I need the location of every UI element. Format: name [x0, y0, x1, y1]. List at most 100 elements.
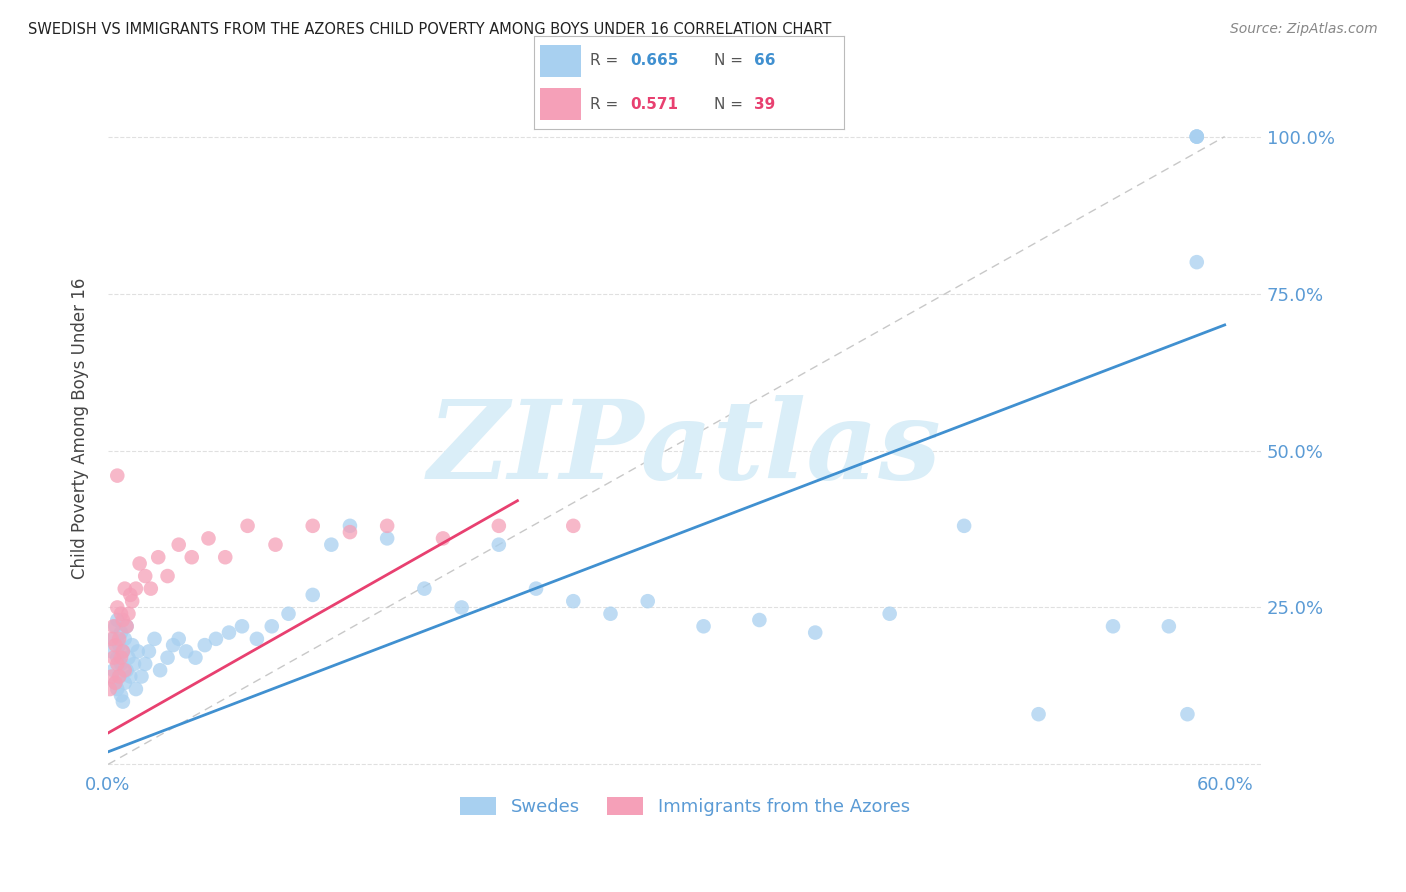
Point — [264, 538, 287, 552]
Text: 66: 66 — [754, 54, 775, 69]
Point — [599, 607, 621, 621]
Point — [413, 582, 436, 596]
Point — [1102, 619, 1125, 633]
Point — [100, 669, 122, 683]
Point — [121, 594, 143, 608]
Text: N =: N = — [714, 54, 748, 69]
Y-axis label: Child Poverty Among Boys Under 16: Child Poverty Among Boys Under 16 — [72, 277, 89, 579]
Point — [110, 625, 132, 640]
Text: 0.571: 0.571 — [630, 96, 678, 112]
Point — [180, 550, 202, 565]
Point — [108, 632, 131, 646]
Point — [339, 519, 361, 533]
Legend: Swedes, Immigrants from the Azores: Swedes, Immigrants from the Azores — [453, 789, 917, 823]
Point — [1028, 707, 1050, 722]
Text: R =: R = — [591, 54, 623, 69]
Point — [110, 657, 132, 671]
Point — [197, 532, 219, 546]
Point — [110, 607, 132, 621]
Point — [105, 650, 128, 665]
Point — [120, 669, 142, 683]
Point — [110, 650, 132, 665]
Point — [174, 644, 197, 658]
Point — [111, 613, 134, 627]
FancyBboxPatch shape — [540, 45, 581, 77]
Point — [1185, 129, 1208, 144]
Point — [105, 468, 128, 483]
Point — [162, 638, 184, 652]
Point — [260, 619, 283, 633]
Point — [134, 569, 156, 583]
Point — [804, 625, 827, 640]
Text: 39: 39 — [754, 96, 775, 112]
Point — [692, 619, 714, 633]
Point — [301, 588, 323, 602]
Point — [105, 682, 128, 697]
Point — [488, 519, 510, 533]
Point — [103, 619, 125, 633]
Point — [301, 519, 323, 533]
Point — [184, 650, 207, 665]
Point — [167, 538, 190, 552]
Point — [375, 519, 398, 533]
Point — [115, 663, 138, 677]
Point — [637, 594, 659, 608]
Point — [103, 663, 125, 677]
Text: SWEDISH VS IMMIGRANTS FROM THE AZORES CHILD POVERTY AMONG BOYS UNDER 16 CORRELAT: SWEDISH VS IMMIGRANTS FROM THE AZORES CH… — [28, 22, 831, 37]
Point — [104, 675, 127, 690]
Point — [167, 632, 190, 646]
Point — [121, 638, 143, 652]
Point — [105, 657, 128, 671]
Point — [122, 657, 145, 671]
Point — [111, 644, 134, 658]
Point — [115, 619, 138, 633]
Point — [117, 650, 139, 665]
Point — [1157, 619, 1180, 633]
Point — [131, 669, 153, 683]
Point — [139, 582, 162, 596]
Point — [953, 519, 976, 533]
Text: R =: R = — [591, 96, 623, 112]
Point — [218, 625, 240, 640]
Point — [143, 632, 166, 646]
Point — [214, 550, 236, 565]
Point — [156, 650, 179, 665]
Point — [108, 669, 131, 683]
Point — [100, 644, 122, 658]
Point — [108, 638, 131, 652]
Point — [128, 557, 150, 571]
Point — [125, 682, 148, 697]
Point — [114, 675, 136, 690]
Point — [100, 632, 122, 646]
Point — [562, 519, 585, 533]
Point — [114, 663, 136, 677]
Text: Source: ZipAtlas.com: Source: ZipAtlas.com — [1230, 22, 1378, 37]
Point — [321, 538, 343, 552]
Point — [108, 669, 131, 683]
Point — [236, 519, 259, 533]
Point — [134, 657, 156, 671]
FancyBboxPatch shape — [540, 88, 581, 120]
Point — [562, 594, 585, 608]
Point — [105, 600, 128, 615]
Point — [1185, 129, 1208, 144]
Point — [1185, 255, 1208, 269]
Point — [117, 607, 139, 621]
Point — [114, 632, 136, 646]
Text: 0.665: 0.665 — [630, 54, 679, 69]
Point — [748, 613, 770, 627]
Point — [98, 682, 121, 697]
Point — [105, 613, 128, 627]
Point — [488, 538, 510, 552]
Point — [277, 607, 299, 621]
Point — [432, 532, 454, 546]
Point — [120, 588, 142, 602]
Point — [1177, 707, 1199, 722]
Point — [103, 632, 125, 646]
Point — [110, 689, 132, 703]
Point — [148, 550, 170, 565]
Point — [114, 582, 136, 596]
Point — [125, 582, 148, 596]
Point — [104, 675, 127, 690]
Point — [115, 619, 138, 633]
